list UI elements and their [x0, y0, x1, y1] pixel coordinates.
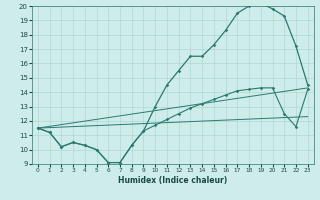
X-axis label: Humidex (Indice chaleur): Humidex (Indice chaleur) — [118, 176, 228, 185]
